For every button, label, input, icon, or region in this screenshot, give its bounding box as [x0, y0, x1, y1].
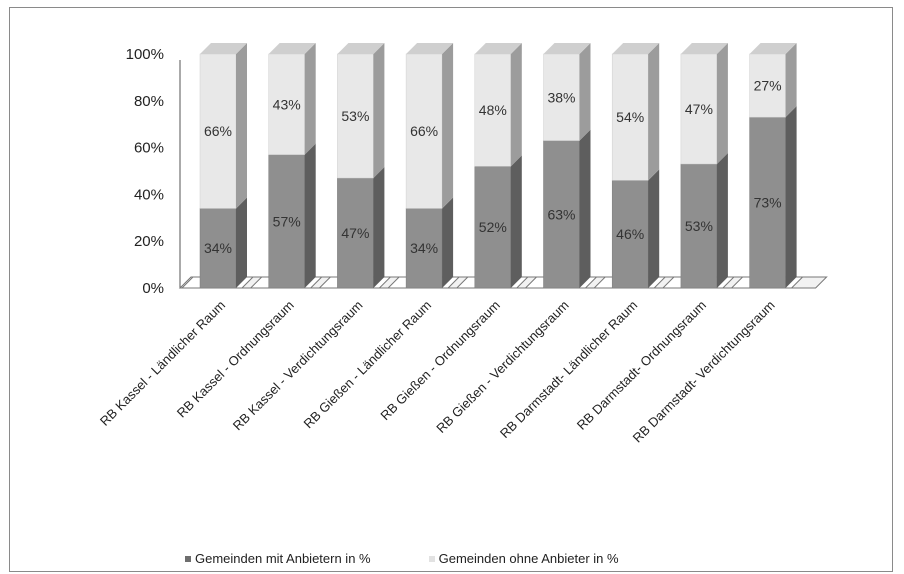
legend-swatch-without-providers	[428, 555, 435, 562]
data-label-without-providers: 38%	[547, 89, 575, 105]
legend-label-with-providers: Gemeinden mit Anbietern in %	[195, 551, 371, 566]
bar-with-providers-side	[510, 155, 522, 288]
legend-item-without-providers: Gemeinden ohne Anbieter in %	[428, 551, 619, 566]
bar-top-face	[680, 43, 728, 54]
bar-without-providers-side	[304, 43, 316, 155]
y-tick-label: 80%	[134, 93, 164, 110]
bar-with-providers-side	[373, 167, 385, 288]
data-label-with-providers: 52%	[479, 219, 507, 235]
x-category-label: RB Kassel - Ländlicher Raum	[97, 298, 228, 429]
y-tick-label: 20%	[134, 233, 164, 250]
bar-without-providers	[405, 53, 443, 209]
bar-without-providers-side	[579, 43, 591, 141]
bar-top-face	[612, 43, 660, 54]
data-label-without-providers: 66%	[204, 123, 232, 139]
bar-without-providers-side	[373, 43, 385, 179]
data-label-with-providers: 73%	[754, 195, 782, 211]
bar-with-providers-side	[648, 169, 660, 288]
bar-without-providers-side	[236, 43, 247, 209]
bar-without-providers	[611, 53, 649, 181]
bar-without-providers	[199, 53, 237, 209]
bar-without-providers	[474, 53, 512, 167]
bar-without-providers	[337, 53, 374, 179]
bar-without-providers	[749, 53, 786, 118]
data-label-with-providers: 57%	[273, 213, 301, 229]
data-label-without-providers: 48%	[479, 102, 507, 118]
bar-without-providers	[680, 53, 718, 165]
bar-with-providers-side	[579, 129, 591, 288]
bar-top-face	[268, 43, 316, 54]
data-label-without-providers: 43%	[273, 96, 301, 112]
bar-with-providers	[337, 177, 374, 289]
bar-without-providers	[268, 53, 305, 155]
data-label-with-providers: 46%	[616, 226, 644, 242]
bar-top-face	[474, 43, 522, 54]
bar-without-providers-side	[510, 43, 522, 167]
data-label-with-providers: 63%	[547, 206, 575, 222]
bar-with-providers-side	[785, 106, 797, 289]
bar-without-providers	[543, 53, 580, 141]
data-label-with-providers: 34%	[410, 240, 438, 256]
bar-top-face	[200, 43, 247, 54]
bar-top-face	[337, 43, 385, 54]
bar-with-providers	[680, 163, 718, 289]
x-category-label: RB Gießen - Ordnungsraum	[377, 298, 503, 424]
x-category-label: RB Darmstadt- Verdichtungsraum	[630, 298, 778, 446]
bar-top-face	[406, 43, 454, 54]
bar-with-providers	[474, 166, 512, 289]
bar-with-providers-side	[442, 197, 454, 288]
data-label-without-providers: 27%	[754, 78, 782, 94]
data-label-with-providers: 47%	[341, 225, 369, 241]
bar-with-providers-side	[304, 143, 316, 288]
data-label-with-providers: 34%	[204, 240, 232, 256]
bar-top-face	[543, 43, 591, 54]
legend-item-with-providers: Gemeinden mit Anbietern in %	[185, 551, 371, 566]
stacked-bar-chart: 0% 20% 40% 60% 80% 100% 34% 66% RB Kassel - Länd…	[97, 43, 828, 446]
y-tick-label: 40%	[134, 186, 164, 203]
data-label-without-providers: 47%	[685, 101, 713, 117]
bar-without-providers-side	[648, 43, 660, 181]
x-category-label: RB Kassel - Verdichtungsraum	[230, 298, 366, 434]
x-category-label: RB Darmstadt- Ländlicher Raum	[497, 298, 640, 441]
data-label-without-providers: 66%	[410, 123, 438, 139]
y-tick-label: 60%	[134, 140, 164, 157]
bar-with-providers	[749, 116, 786, 289]
legend-label-without-providers: Gemeinden ohne Anbieter in %	[438, 551, 619, 566]
chart-frame: 0% 20% 40% 60% 80% 100% 34% 66% RB Kassel - Länd…	[9, 7, 893, 572]
x-category-label: RB Gießen - Ländlicher Raum	[300, 298, 434, 432]
x-category-label: RB Gießen - Verdichtungsraum	[433, 298, 571, 436]
x-category-label: RB Kassel - Ordnungsraum	[174, 298, 297, 421]
data-label-without-providers: 53%	[341, 108, 369, 124]
y-tick-label: 0%	[142, 280, 164, 297]
bar-with-providers-side	[236, 197, 247, 288]
bar-without-providers-side	[716, 43, 728, 164]
data-label-with-providers: 53%	[685, 218, 713, 234]
bar-with-providers	[405, 208, 443, 289]
bar-without-providers-side	[785, 43, 797, 118]
bar-without-providers-side	[442, 43, 454, 209]
legend: Gemeinden mit Anbietern in % Gemeinden o…	[185, 551, 619, 566]
bar-with-providers-side	[716, 152, 728, 288]
bar-top-face	[749, 43, 797, 54]
bar-with-providers	[611, 180, 649, 289]
data-label-without-providers: 54%	[616, 109, 644, 125]
y-tick-label: 100%	[126, 46, 164, 63]
x-category-label: RB Darmstadt- Ordnungsraum	[574, 298, 709, 433]
bar-with-providers	[543, 140, 580, 289]
legend-swatch-with-providers	[185, 555, 191, 562]
